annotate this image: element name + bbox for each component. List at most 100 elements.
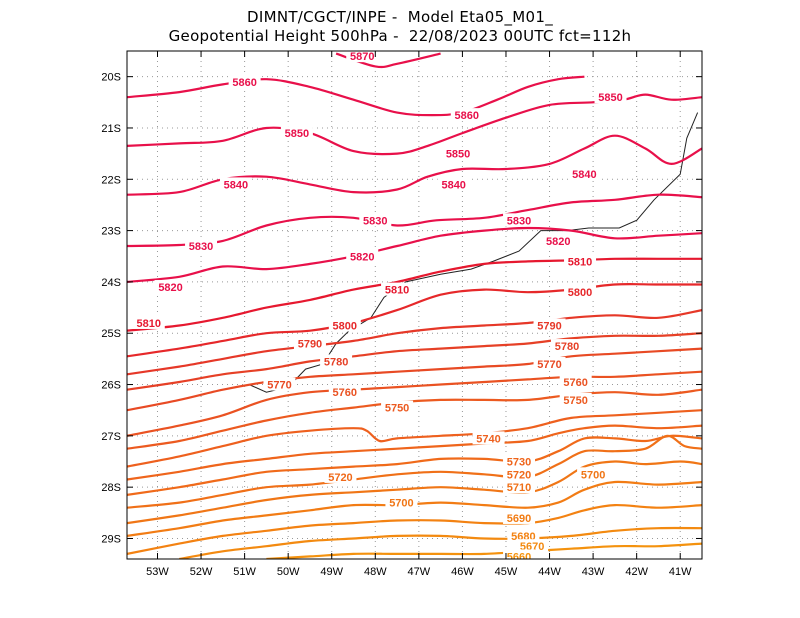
contour-label-bg <box>328 385 361 399</box>
contour-label-5750: 5750 <box>385 403 409 415</box>
contour-label-bg <box>503 213 536 227</box>
contour-label-5820: 5820 <box>546 236 570 248</box>
map-layer <box>248 112 699 393</box>
contour-label-5750: 5750 <box>563 395 587 407</box>
contour-line-5720 <box>127 434 702 496</box>
y-tick-label: 25S <box>101 328 121 340</box>
x-tick-label: 53W <box>146 566 169 578</box>
y-tick-label: 29S <box>101 533 121 545</box>
contour-line-5690 <box>127 480 702 537</box>
contour-label-bg <box>577 467 610 481</box>
contour-label-bg <box>219 177 252 191</box>
contour-label-5830: 5830 <box>189 241 213 253</box>
contour-label-5780: 5780 <box>555 341 579 353</box>
contour-label-bg <box>550 339 583 353</box>
contour-line-5860 <box>127 75 585 117</box>
contour-labels: 5870 5860 5860 5850 5850 5850 5840 5840 5840 5830… <box>132 51 627 563</box>
x-tick-label: 43W <box>582 566 605 578</box>
contour-line-5770 <box>127 347 702 412</box>
contour-line-5760 <box>127 370 702 437</box>
contour-label-5720: 5720 <box>328 472 352 484</box>
contour-label-5820: 5820 <box>350 251 374 263</box>
x-tick-label: 47W <box>408 566 431 578</box>
contour-line-5810 <box>127 257 702 332</box>
y-tick-label: 24S <box>101 277 121 289</box>
x-tick-label: 41W <box>669 566 692 578</box>
contour-label-bg <box>503 510 536 524</box>
contour-label-5790: 5790 <box>537 321 561 333</box>
contour-label-5840: 5840 <box>441 179 465 191</box>
contour-line-5780 <box>127 332 702 391</box>
contour-label-bg <box>503 549 536 559</box>
x-tick-label: 45W <box>495 566 518 578</box>
contour-label-bg <box>385 495 418 509</box>
contour-label-bg <box>328 318 361 332</box>
contour-label-5780: 5780 <box>324 356 348 368</box>
y-tick-label: 27S <box>101 431 121 443</box>
contour-line-5750 <box>127 388 702 450</box>
y-tick-label: 21S <box>101 123 121 135</box>
contour-label-bg <box>346 51 379 63</box>
contour-label-5770: 5770 <box>267 380 291 392</box>
contour-label-bg <box>472 431 505 445</box>
plot-frame <box>126 50 703 560</box>
y-tick-label: 28S <box>101 482 121 494</box>
contour-label-bg <box>594 90 627 104</box>
contour-label-bg <box>564 285 597 299</box>
contour-label-5690: 5690 <box>507 513 531 525</box>
contour-label-5740: 5740 <box>476 433 500 445</box>
contour-label-bg <box>542 233 575 247</box>
contour-label-5660: 5660 <box>507 551 531 563</box>
contour-label-5810: 5810 <box>137 318 161 330</box>
contour-label-5700: 5700 <box>581 469 605 481</box>
y-tick-label: 26S <box>101 380 121 392</box>
contour-line-5840 <box>127 134 702 196</box>
contour-label-5860: 5860 <box>232 77 256 89</box>
contour-label-bg <box>280 126 313 140</box>
contour-label-5850: 5850 <box>598 92 622 104</box>
contour-label-5810: 5810 <box>385 285 409 297</box>
contour-label-bg <box>568 167 601 181</box>
chart-title-line1: DIMNT/CGCT/INPE - Model Eta05_M01_ <box>247 8 553 26</box>
contour-label-5870: 5870 <box>350 51 374 63</box>
contour-label-bg <box>185 238 218 252</box>
contour-label-5800: 5800 <box>568 287 592 299</box>
contour-label-bg <box>263 377 296 391</box>
contour-label-5790: 5790 <box>298 338 322 350</box>
x-tick-label: 49W <box>320 566 343 578</box>
contour-label-bg <box>533 318 566 332</box>
contour-label-bg <box>503 480 536 494</box>
contour-label-5850: 5850 <box>285 128 309 140</box>
contour-line-5710 <box>127 434 702 509</box>
contour-label-bg <box>359 213 392 227</box>
contour-label-bg <box>503 454 536 468</box>
contour-label-5760: 5760 <box>563 377 587 389</box>
contour-label-bg <box>381 282 414 296</box>
x-tick-label: 46W <box>451 566 474 578</box>
contour-label-bg <box>154 280 187 294</box>
contour-label-bg <box>132 315 165 329</box>
contour-line-5680 <box>127 503 702 555</box>
contour-label-bg <box>503 467 536 481</box>
contour-line-5730 <box>127 424 702 481</box>
x-tick-label: 44W <box>538 566 561 578</box>
contour-label-5700: 5700 <box>389 498 413 510</box>
contour-line-5790 <box>127 309 702 376</box>
contour-label-5810: 5810 <box>568 256 592 268</box>
contour-label-5860: 5860 <box>455 110 479 122</box>
contour-label-bg <box>559 392 592 406</box>
x-tick-label: 51W <box>233 566 256 578</box>
contour-label-bg <box>320 354 353 368</box>
contour-label-bg <box>293 336 326 350</box>
contour-label-bg <box>516 539 549 553</box>
contour-line-5670 <box>179 526 702 559</box>
contour-label-5830: 5830 <box>363 215 387 227</box>
contour-label-5800: 5800 <box>333 321 357 333</box>
y-tick-label: 20S <box>101 72 121 84</box>
contour-label-bg <box>437 177 470 191</box>
contour-label-5770: 5770 <box>537 359 561 371</box>
x-tick-label: 50W <box>277 566 300 578</box>
contour-lines <box>127 52 702 559</box>
axis-ticks: 53W 52W 51W 50W 49W 48W 47W 46W 45W 44W 43W 42W 41W 2… <box>101 51 702 578</box>
